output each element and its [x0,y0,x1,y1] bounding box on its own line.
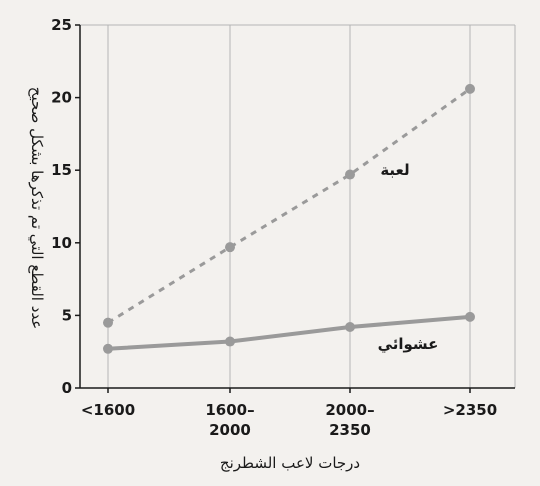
y-axis-label: عدد القطع التي تم تذكرها بشكل صحيح [27,87,46,329]
x-tick-label-0: <1600 [81,401,135,419]
x-tick-labels: <1600 1600– 2000 2000– 2350 >2350 [81,401,497,439]
y-tick-label-5: 25 [51,16,72,34]
y-tick-label-2: 10 [51,234,72,252]
y-tick-label-1: 5 [62,306,72,324]
series-line-1 [107,314,471,351]
axes [75,24,515,393]
y-tick-labels: 0 5 10 15 20 25 [51,16,72,397]
series-label-game: لعبة [380,161,409,179]
x-tick-label-1: 1600– 2000 [205,401,254,439]
series-0-point-1 [225,242,235,253]
series-0-point-0 [103,317,113,328]
series-1-point-3 [465,311,475,322]
series-group [103,83,475,354]
series-0-point-3 [465,83,475,94]
y-tick-label-4: 20 [51,89,72,107]
series-label-random: عشوائي [378,335,439,353]
series-1-point-1 [225,336,235,347]
y-tick-label-0: 0 [62,379,72,397]
x-axis-label: درجات لاعب الشطرنج [220,454,360,472]
x-tick-label-2: 2000– 2350 [325,401,374,439]
series-1-point-0 [103,343,113,354]
y-tick-label-3: 15 [51,161,72,179]
series-1-point-2 [345,322,355,333]
series-0-point-2 [345,169,355,180]
plot-area [80,25,515,388]
x-tick-label-3: >2350 [443,401,497,419]
